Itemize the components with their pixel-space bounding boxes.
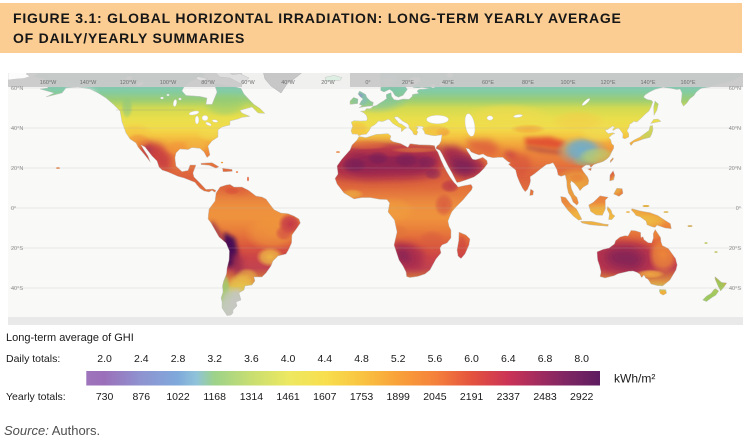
svg-text:120°W: 120°W bbox=[120, 80, 137, 86]
svg-text:40°N: 40°N bbox=[11, 126, 23, 132]
svg-text:8.0: 8.0 bbox=[574, 353, 589, 365]
svg-text:20°E: 20°E bbox=[402, 80, 414, 86]
svg-text:40°S: 40°S bbox=[11, 286, 23, 292]
svg-text:100°E: 100°E bbox=[560, 80, 575, 86]
svg-text:140°W: 140°W bbox=[80, 80, 97, 86]
svg-text:Yearly totals:: Yearly totals: bbox=[6, 391, 66, 403]
svg-text:4.0: 4.0 bbox=[281, 353, 296, 365]
svg-text:Daily totals:: Daily totals: bbox=[6, 353, 60, 365]
svg-text:6.4: 6.4 bbox=[501, 353, 516, 365]
svg-text:1461: 1461 bbox=[276, 391, 300, 403]
svg-text:4.4: 4.4 bbox=[317, 353, 332, 365]
svg-text:2.0: 2.0 bbox=[97, 353, 112, 365]
svg-text:0°: 0° bbox=[365, 80, 370, 86]
svg-text:6.0: 6.0 bbox=[464, 353, 479, 365]
svg-text:40°N: 40°N bbox=[729, 126, 741, 132]
svg-text:40°E: 40°E bbox=[442, 80, 454, 86]
svg-text:160°W: 160°W bbox=[40, 80, 57, 86]
svg-text:40°S: 40°S bbox=[729, 286, 741, 292]
svg-text:20°N: 20°N bbox=[11, 166, 23, 172]
svg-text:3.2: 3.2 bbox=[207, 353, 222, 365]
svg-text:60°N: 60°N bbox=[11, 86, 23, 92]
svg-text:80°W: 80°W bbox=[201, 80, 215, 86]
svg-text:20°W: 20°W bbox=[321, 80, 335, 86]
svg-text:730: 730 bbox=[96, 391, 114, 403]
svg-text:20°S: 20°S bbox=[11, 246, 23, 252]
svg-text:6.8: 6.8 bbox=[538, 353, 553, 365]
svg-text:876: 876 bbox=[133, 391, 151, 403]
svg-text:Long-term average of GHI: Long-term average of GHI bbox=[6, 332, 134, 344]
svg-text:1168: 1168 bbox=[203, 391, 226, 403]
svg-text:1607: 1607 bbox=[313, 391, 337, 403]
svg-text:140°E: 140°E bbox=[640, 80, 655, 86]
svg-text:20°S: 20°S bbox=[729, 246, 741, 252]
svg-text:160°E: 160°E bbox=[680, 80, 695, 86]
svg-text:2045: 2045 bbox=[423, 391, 447, 403]
svg-text:0°: 0° bbox=[736, 206, 741, 212]
svg-text:2483: 2483 bbox=[533, 391, 557, 403]
svg-text:20°N: 20°N bbox=[729, 166, 741, 172]
svg-text:1753: 1753 bbox=[350, 391, 374, 403]
svg-text:60°E: 60°E bbox=[482, 80, 494, 86]
svg-text:2191: 2191 bbox=[460, 391, 484, 403]
svg-text:4.8: 4.8 bbox=[354, 353, 369, 365]
svg-text:1899: 1899 bbox=[387, 391, 411, 403]
svg-text:80°E: 80°E bbox=[522, 80, 534, 86]
svg-text:3.6: 3.6 bbox=[244, 353, 259, 365]
svg-text:1022: 1022 bbox=[166, 391, 190, 403]
svg-text:5.6: 5.6 bbox=[428, 353, 443, 365]
svg-text:60°N: 60°N bbox=[729, 86, 741, 92]
svg-text:0°: 0° bbox=[11, 206, 16, 212]
svg-text:1314: 1314 bbox=[240, 391, 264, 403]
svg-text:100°W: 100°W bbox=[160, 80, 177, 86]
svg-text:5.2: 5.2 bbox=[391, 353, 406, 365]
svg-text:2337: 2337 bbox=[497, 391, 521, 403]
svg-text:Source: Authors.: Source: Authors. bbox=[4, 423, 100, 438]
svg-text:2.4: 2.4 bbox=[134, 353, 149, 365]
svg-text:40°W: 40°W bbox=[281, 80, 295, 86]
svg-text:2922: 2922 bbox=[570, 391, 594, 403]
svg-text:120°E: 120°E bbox=[600, 80, 615, 86]
svg-text:kWh/m²: kWh/m² bbox=[614, 372, 655, 386]
svg-text:60°W: 60°W bbox=[241, 80, 255, 86]
svg-text:2.8: 2.8 bbox=[171, 353, 186, 365]
